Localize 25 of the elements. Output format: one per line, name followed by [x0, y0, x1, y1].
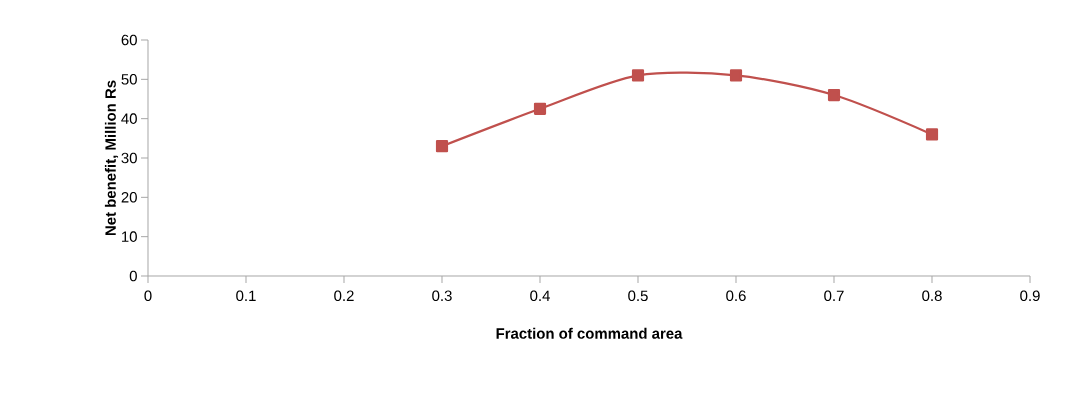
x-tick-label: 0.6	[726, 290, 746, 302]
y-tick-label: 10	[122, 231, 137, 242]
point	[925, 128, 939, 141]
y-tick-label: 50	[121, 74, 137, 85]
x-tick-label: 0.3	[432, 290, 452, 302]
y-tick-label: 0	[129, 270, 137, 282]
point	[729, 69, 743, 82]
y-tick-label: 60	[121, 34, 137, 46]
x-tick-label: 0.1	[236, 290, 256, 302]
y-tick-label: 40	[121, 113, 137, 124]
point	[631, 69, 645, 82]
x-tick-label: 0.7	[824, 290, 844, 302]
x-tick-label: 0	[144, 290, 152, 302]
y-axis-title: Net benefit, Million Rs	[104, 80, 119, 236]
point	[533, 102, 547, 115]
x-axis-title: Fraction of command area	[496, 327, 683, 339]
y-tick-label: 20	[121, 192, 137, 203]
point	[827, 88, 841, 102]
x-tick-label: 0.2	[334, 290, 354, 302]
x-tick-label: 0.9	[1020, 290, 1040, 302]
y-tick-label: 30	[121, 152, 137, 164]
point	[435, 140, 449, 153]
x-tick-label: 0.8	[922, 290, 942, 302]
x-tick-label: 0.5	[628, 290, 648, 302]
x-tick-label: 0.4	[530, 290, 550, 302]
